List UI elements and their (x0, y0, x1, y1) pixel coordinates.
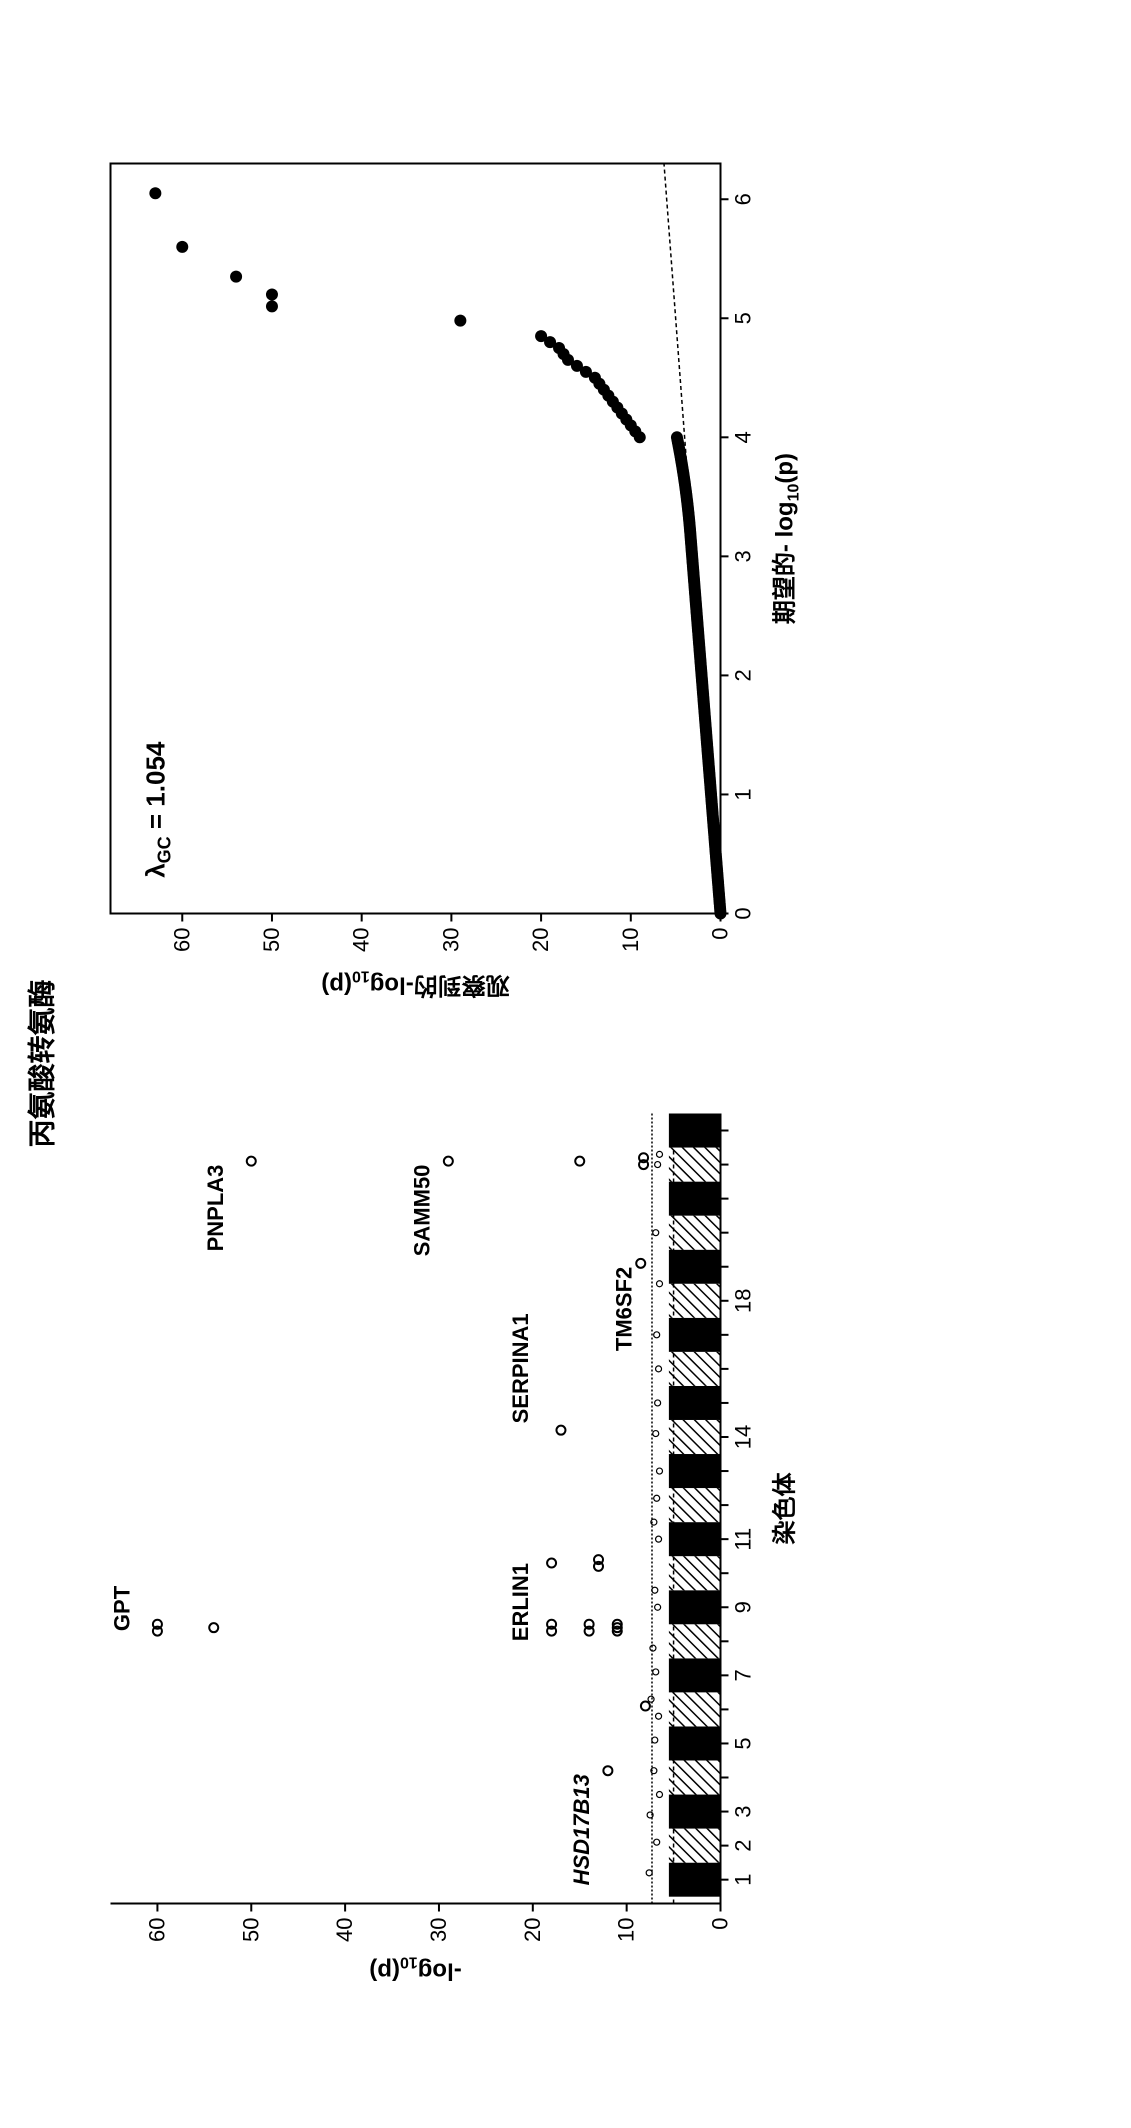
svg-text:60: 60 (144, 1918, 169, 1942)
svg-text:4: 4 (731, 431, 756, 443)
qq-svg: 0 10 20 30 40 50 60 0 1 2 3 4 5 6 λGC = 1.054 期望的- log1… (91, 134, 811, 1014)
svg-text:5: 5 (731, 312, 756, 324)
svg-text:5: 5 (731, 1737, 756, 1749)
svg-text:20: 20 (528, 928, 553, 952)
svg-text:40: 40 (332, 1918, 357, 1942)
svg-text:6: 6 (731, 193, 756, 205)
svg-text:50: 50 (259, 928, 284, 952)
svg-text:λGC = 1.054: λGC = 1.054 (140, 741, 174, 878)
svg-text:SAMM50: SAMM50 (410, 1165, 435, 1257)
svg-text:染色体: 染色体 (771, 1472, 799, 1545)
svg-text:60: 60 (169, 928, 194, 952)
svg-text:SERPINA1: SERPINA1 (508, 1313, 533, 1423)
charts-row: 0102030405060123579111418GPTPNPLA3SAMM50… (91, 134, 811, 1994)
svg-text:0: 0 (708, 1918, 733, 1930)
svg-text:0: 0 (708, 928, 733, 940)
svg-text:ERLIN1: ERLIN1 (508, 1563, 533, 1641)
page-title: 丙氨酸转氨酶 (21, 980, 61, 1148)
svg-text:TM6SF2: TM6SF2 (611, 1267, 636, 1351)
svg-text:GPT: GPT (109, 1585, 134, 1631)
svg-text:20: 20 (520, 1918, 545, 1942)
svg-text:0: 0 (731, 907, 756, 919)
svg-text:1: 1 (731, 788, 756, 800)
svg-text:14: 14 (731, 1425, 756, 1449)
svg-text:18: 18 (731, 1289, 756, 1313)
svg-text:3: 3 (731, 1805, 756, 1817)
svg-text:-log10(p): -log10(p) (369, 1954, 461, 1985)
svg-text:30: 30 (426, 1918, 451, 1942)
svg-text:PNPLA3: PNPLA3 (203, 1165, 228, 1252)
manhattan-plot: 0 10 20 30 40 50 60 1 2 3 5 7 9 11 14 18 GPT PNPLA3 SAMM50… (91, 1094, 811, 1994)
svg-text:10: 10 (618, 928, 643, 952)
svg-text:1: 1 (731, 1874, 756, 1886)
svg-text:50: 50 (238, 1918, 263, 1942)
svg-text:40: 40 (349, 928, 374, 952)
svg-text:3: 3 (731, 550, 756, 562)
svg-text:10: 10 (614, 1918, 639, 1942)
svg-text:2: 2 (731, 669, 756, 681)
svg-text:期望的- log10(p): 期望的- log10(p) (771, 453, 803, 624)
svg-text:2: 2 (731, 1839, 756, 1851)
manhattan-svg: 0 10 20 30 40 50 60 1 2 3 5 7 9 11 14 18 GPT PNPLA3 SAMM50… (91, 1094, 811, 1994)
qq-plot: 0 10 20 30 40 50 60 0 1 2 3 4 5 6 λGC = 1.054 期望的- log1… (91, 134, 811, 1014)
svg-text:观察到的-log10(p): 观察到的-log10(p) (321, 968, 509, 1000)
svg-text:9: 9 (731, 1601, 756, 1613)
svg-text:HSD17B13: HSD17B13 (569, 1774, 594, 1885)
svg-text:7: 7 (731, 1669, 756, 1681)
svg-text:30: 30 (438, 928, 463, 952)
svg-text:11: 11 (731, 1528, 756, 1551)
